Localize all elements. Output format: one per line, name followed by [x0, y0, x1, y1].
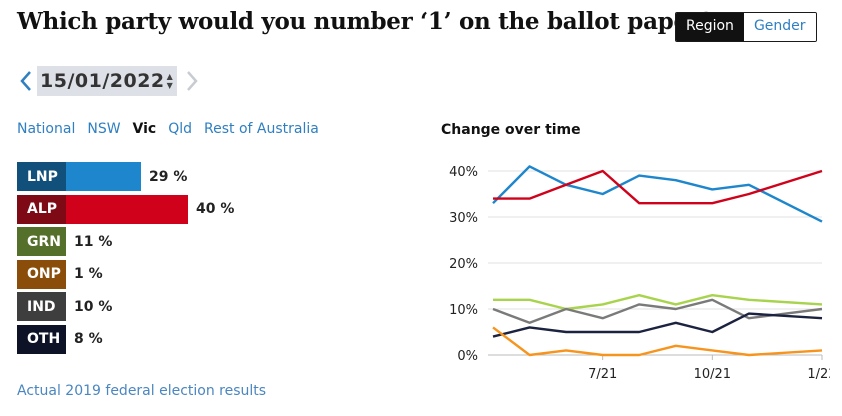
view-toggle: Region Gender — [675, 12, 817, 42]
spinner-down-icon[interactable]: ▼ — [166, 81, 173, 90]
bar-label-ind: IND — [17, 292, 66, 321]
bar-row-lnp: LNP 29 % — [17, 162, 187, 191]
y-tick-label: 20% — [449, 257, 478, 272]
chevron-right-icon — [186, 71, 198, 91]
series-line-grn — [493, 293, 823, 311]
previous-date-button[interactable] — [17, 66, 35, 96]
series-line-ind — [492, 298, 823, 325]
series-line-oth — [492, 312, 823, 338]
bar-row-ind: IND 10 % — [17, 292, 112, 321]
bar-value-alp: 40 % — [196, 201, 235, 217]
spinner-up-icon[interactable]: ▲ — [166, 72, 173, 81]
region-tabs: National NSW Vic Qld Rest of Australia — [17, 121, 331, 137]
tab-rest-of-australia[interactable]: Rest of Australia — [204, 121, 319, 137]
bar-value-onp: 1 % — [74, 266, 103, 282]
bar-label-alp: ALP — [17, 194, 66, 224]
tab-national[interactable]: National — [17, 121, 76, 137]
tab-nsw[interactable]: NSW — [87, 121, 121, 137]
bar-row-grn: GRN 11 % — [17, 227, 112, 256]
x-tick-label: 7/21 — [588, 367, 617, 382]
tab-vic[interactable]: Vic — [132, 121, 157, 137]
bar-value-grn: 11 % — [74, 233, 113, 250]
bar-row-onp: ONP 1 % — [17, 259, 103, 289]
y-tick-label: 30% — [449, 211, 478, 226]
x-tick-label: 10/21 — [694, 367, 731, 382]
bar-label-oth: OTH — [17, 324, 66, 354]
date-selector: 15/01/2022 ▲ ▼ — [17, 66, 201, 96]
y-tick-label: 0% — [457, 349, 478, 364]
bar-value-lnp: 29 % — [148, 168, 188, 185]
chevron-left-icon — [20, 71, 31, 91]
next-date-button[interactable] — [183, 66, 201, 96]
y-tick-label: 40% — [449, 165, 478, 180]
series-line-lnp — [492, 165, 823, 223]
bar-label-grn: GRN — [17, 227, 66, 256]
bar-row-oth: OTH 8 % — [17, 324, 103, 354]
bar-value-oth: 8 % — [74, 331, 103, 347]
election-results-link[interactable]: Actual 2019 federal election results — [17, 383, 267, 399]
bar-fill-alp — [66, 194, 188, 224]
bar-row-alp: ALP 40 % — [17, 194, 235, 224]
date-input[interactable]: 15/01/2022 ▲ ▼ — [37, 66, 177, 96]
series-line-onp — [492, 326, 823, 357]
line-chart-title: Change over time — [441, 122, 581, 138]
page-title: Which party would you number ‘1’ on the … — [17, 8, 713, 35]
bar-label-onp: ONP — [17, 259, 66, 289]
bar-fill-lnp — [66, 162, 141, 191]
toggle-region-button[interactable]: Region — [676, 13, 744, 41]
x-tick-label: 1/22 — [807, 367, 830, 382]
tab-qld[interactable]: Qld — [168, 121, 193, 137]
date-spinner[interactable]: ▲ ▼ — [167, 72, 173, 90]
bar-label-lnp: LNP — [17, 162, 66, 191]
series-line-alp — [493, 169, 823, 205]
change-over-time-chart: 0% 10% 20% 30% 40% 7/21 10/21 1/22 — [449, 165, 830, 382]
date-value: 15/01/2022 — [40, 70, 165, 92]
y-tick-label: 10% — [449, 303, 478, 318]
toggle-gender-button[interactable]: Gender — [743, 13, 816, 41]
bar-value-ind: 10 % — [74, 298, 113, 315]
